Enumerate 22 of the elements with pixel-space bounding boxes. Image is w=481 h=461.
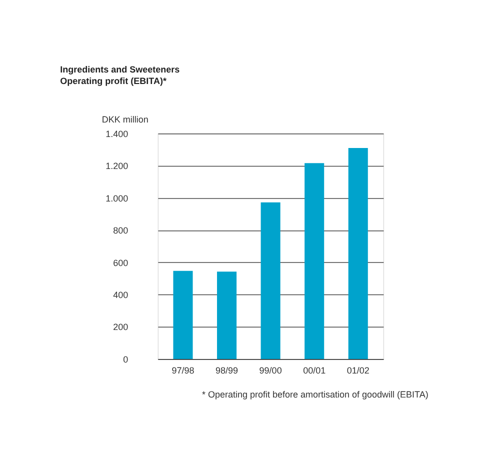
bar <box>217 272 237 360</box>
y-tick-label: 600 <box>113 258 128 268</box>
bar <box>304 163 324 360</box>
y-tick-label: 1.400 <box>106 128 128 139</box>
chart-title: Ingredients and Sweeteners <box>60 64 180 75</box>
y-tick-label: 1.200 <box>106 161 128 172</box>
text: * Operating profit before amortisation of goodwill (EBITA) <box>202 389 428 400</box>
x-tick-label: 99/00 <box>259 366 282 376</box>
chart-subtitle: Operating profit (EBITA)* <box>60 76 167 86</box>
x-tick-label: 98/99 <box>216 366 238 376</box>
y-axis-title: DKK million <box>102 114 148 125</box>
bar <box>260 202 280 360</box>
y-tick-label: 200 <box>113 322 128 332</box>
y-tick-label: 400 <box>113 290 128 300</box>
y-tick-label: 1.000 <box>106 193 128 204</box>
x-tick-label: 01/02 <box>346 366 370 376</box>
x-tick-label: 00/01 <box>303 366 326 376</box>
x-tick-label: 97/98 <box>172 366 194 376</box>
bar <box>348 148 368 360</box>
y-tick-label: 0 <box>123 354 128 364</box>
bar <box>173 270 193 360</box>
y-tick-label: 800 <box>113 226 128 236</box>
